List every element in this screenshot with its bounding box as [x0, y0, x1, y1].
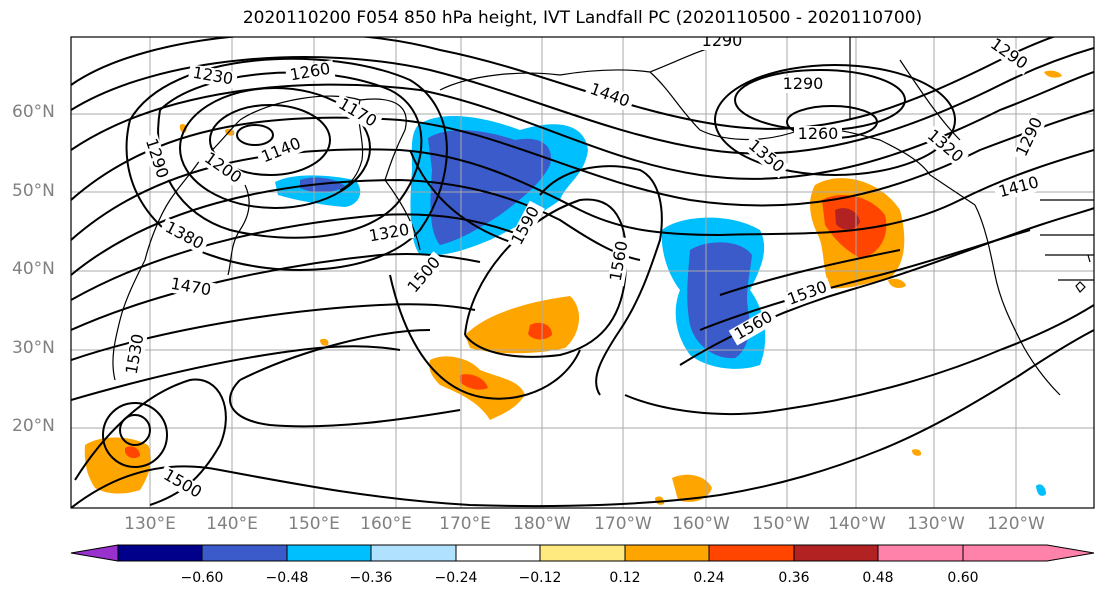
colorbar-tick-label: 0.60 [947, 570, 979, 586]
map-frame [70, 36, 1095, 509]
colorbar-tick-label: 0.24 [693, 570, 725, 586]
lon-label: 120°W [987, 514, 1045, 534]
colorbar-tick-label: 0.48 [862, 570, 894, 586]
lat-label: 30°N [12, 338, 55, 358]
contour-label: 1260 [798, 124, 839, 143]
ivt-positive-shading [84, 70, 1062, 505]
contour-label: 1290 [783, 74, 824, 93]
colorbar [70, 544, 1095, 562]
lon-label: 170°E [439, 514, 491, 534]
lon-label: 130°W [907, 514, 965, 534]
lat-label: 50°N [12, 181, 55, 201]
map-title: 2020110200 F054 850 hPa height, IVT Land… [242, 8, 923, 28]
lon-label: 150°W [752, 514, 810, 534]
colorbar-tick-label: −0.48 [265, 570, 309, 586]
lat-label: 60°N [12, 102, 55, 122]
map-area: 1230 1260 1290 1170 1140 1200 1290 1380 … [71, 31, 1094, 508]
lat-label: 20°N [12, 416, 55, 436]
graticule [71, 37, 1094, 508]
colorbar-tick-label: −0.12 [518, 570, 562, 586]
colorbar-tick-label: 0.12 [609, 570, 641, 586]
colorbar-tick-label: −0.36 [349, 570, 393, 586]
lon-label: 140°E [206, 514, 258, 534]
lon-label: 150°E [288, 514, 340, 534]
lon-label: 160°E [360, 514, 412, 534]
contour-label: 1290 [702, 31, 743, 50]
lon-label: 170°W [594, 514, 652, 534]
lon-label: 130°E [124, 514, 176, 534]
lon-label: 180°W [513, 514, 571, 534]
height-contours [71, 37, 1094, 508]
colorbar-tick-label: −0.60 [180, 570, 224, 586]
lat-label: 40°N [12, 259, 55, 279]
colorbar-tick-label: 0.36 [778, 570, 810, 586]
lon-label: 160°W [672, 514, 730, 534]
lon-label: 140°W [828, 514, 886, 534]
colorbar-tick-label: −0.24 [434, 570, 478, 586]
